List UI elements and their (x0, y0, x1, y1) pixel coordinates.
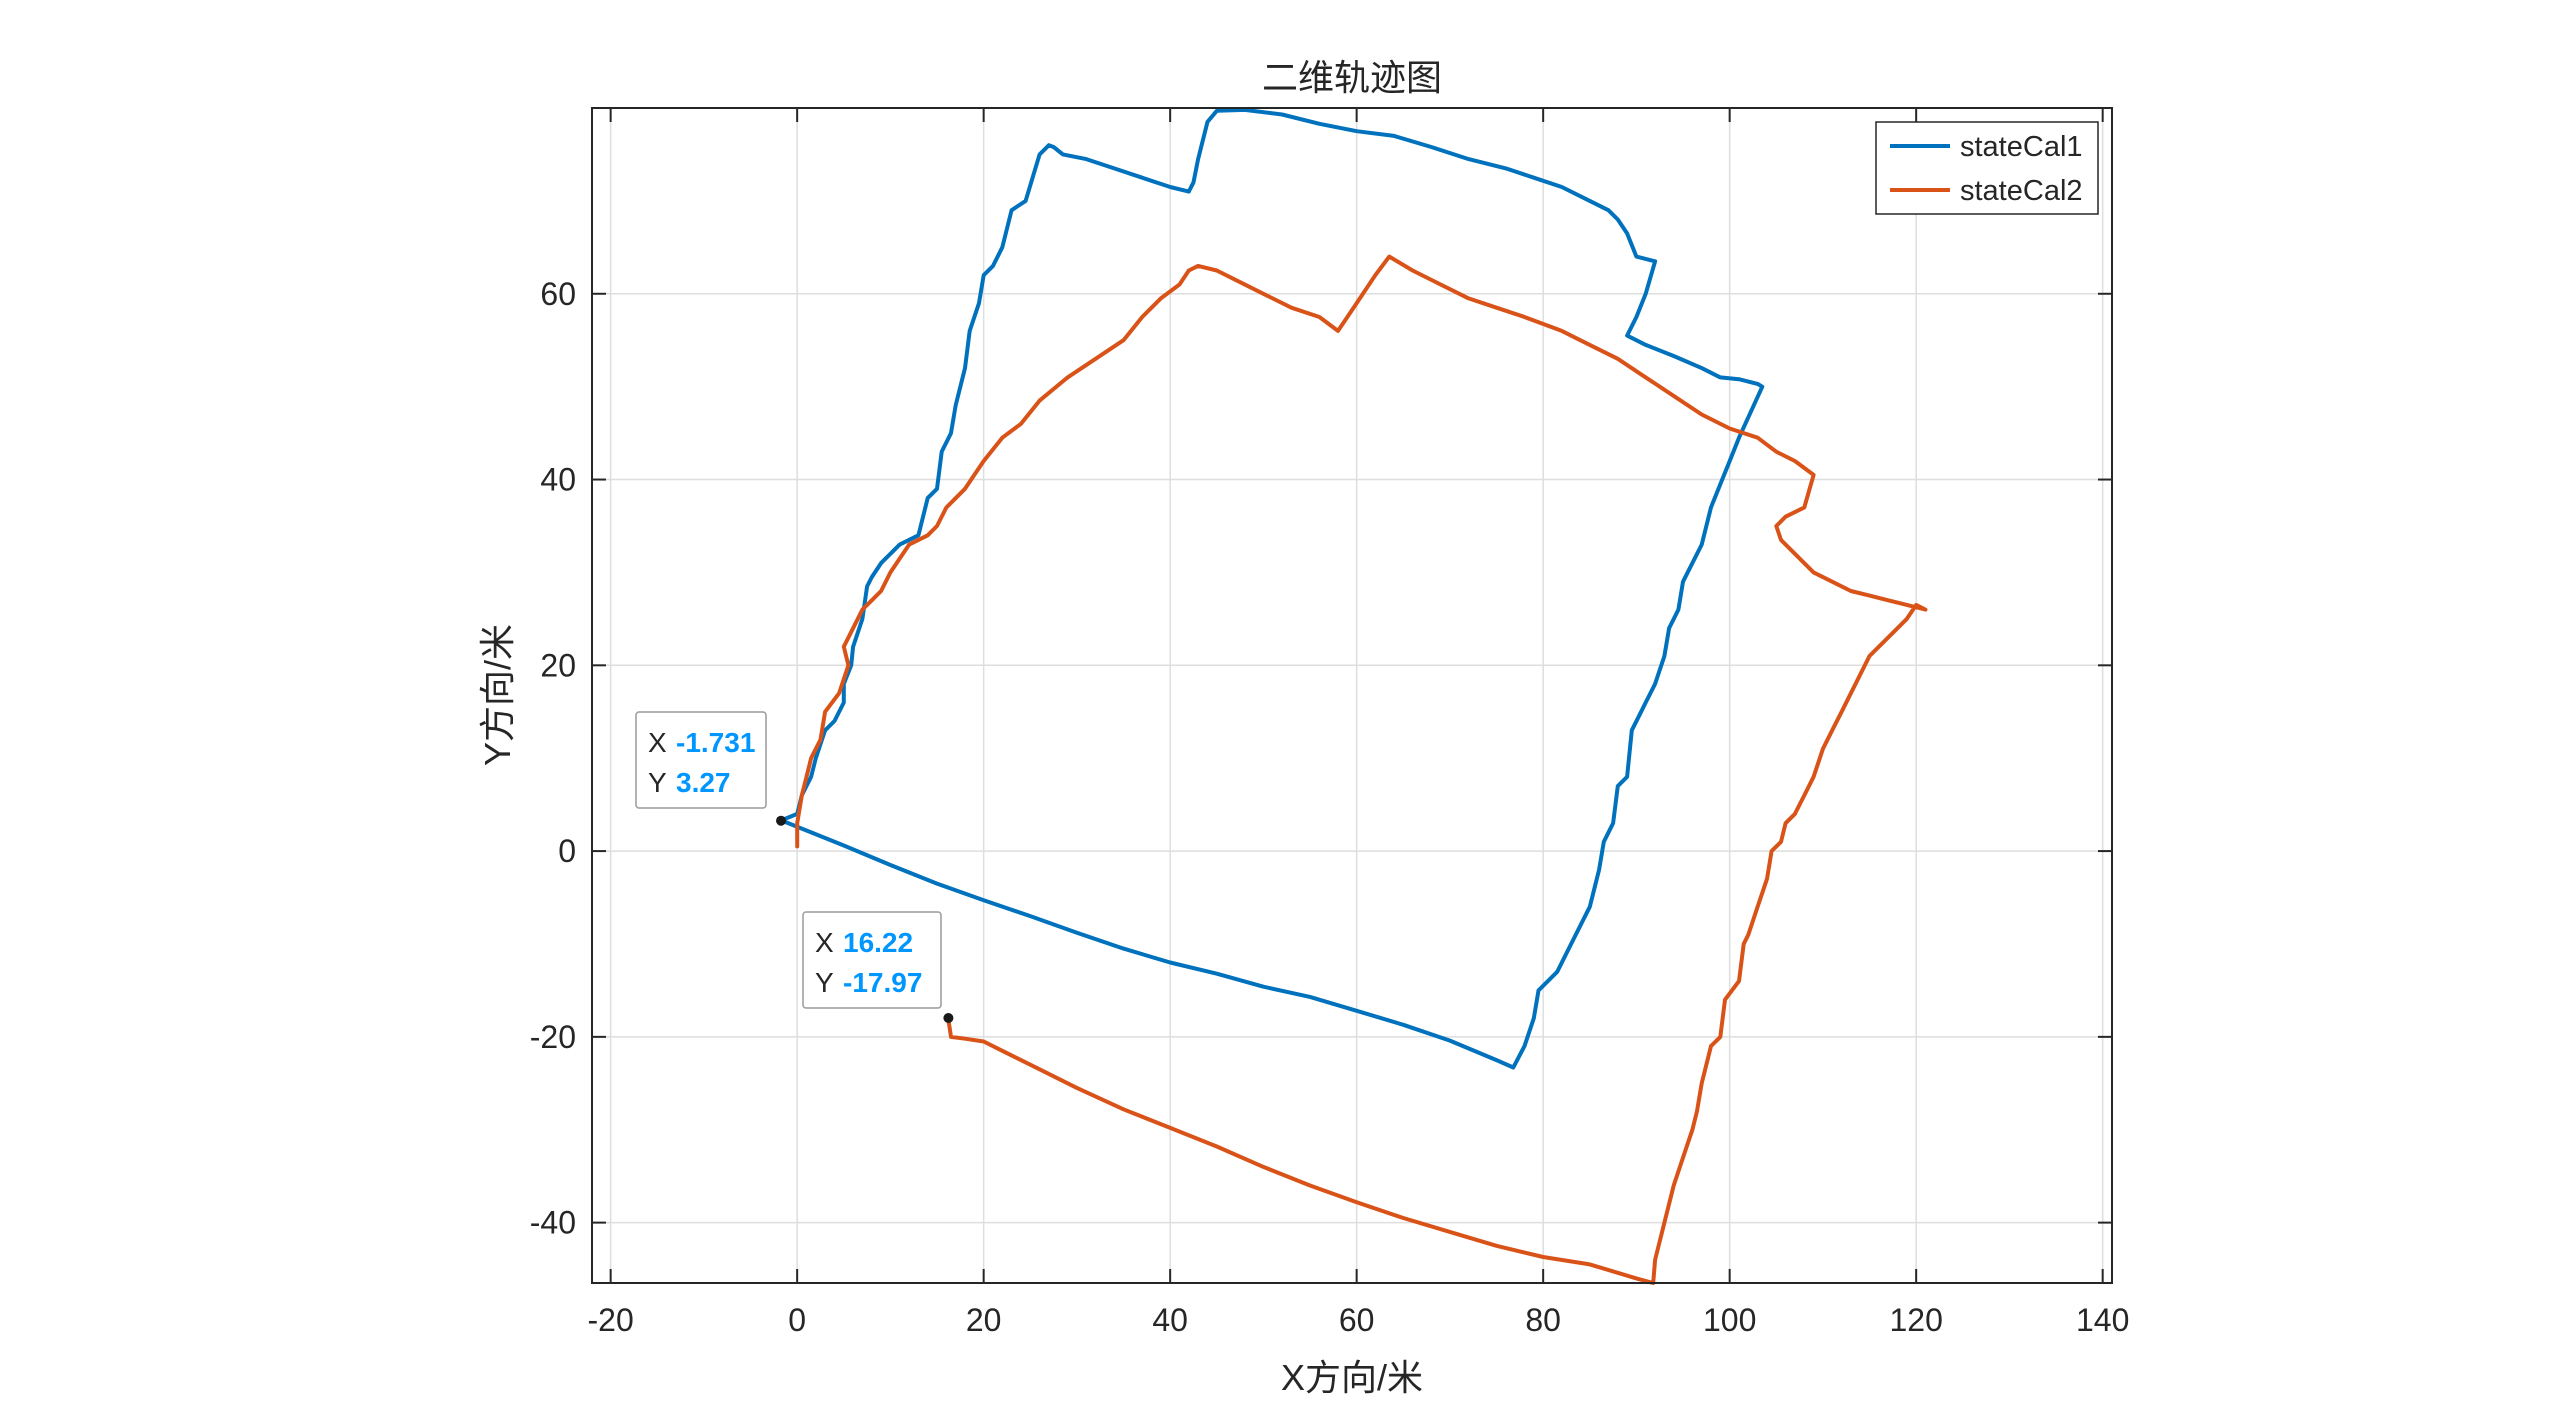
datatip-marker-2[interactable] (943, 1012, 954, 1023)
x-tick-labels: -20 0 20 40 60 80 100 120 140 (588, 1302, 2130, 1338)
x-tick-label: 100 (1703, 1302, 1756, 1338)
datatip-2-y-value: -17.97 (843, 967, 922, 998)
y-tick-label: 40 (540, 462, 576, 498)
y-tick-labels: -40 -20 0 20 40 60 (530, 276, 576, 1241)
y-tick-label: 20 (540, 647, 576, 683)
datatips: X -1.731 Y 3.27 X 16.22 Y -17.97 (635, 711, 954, 1023)
axes-box (591, 107, 2113, 1284)
datatip-1-x-label: X (648, 727, 667, 758)
datatip-1-y-value: 3.27 (676, 767, 731, 798)
x-tick-label: 140 (2076, 1302, 2129, 1338)
grid (592, 108, 2112, 1283)
y-tick-label: -20 (530, 1019, 576, 1055)
series-line-statecal1 (779, 107, 1765, 1070)
datatip-1-x-value: -1.731 (676, 727, 755, 758)
x-tick-label: -20 (588, 1302, 634, 1338)
x-tick-label: 80 (1525, 1302, 1561, 1338)
plot-area (592, 108, 2112, 1283)
y-axis-label: Y方向/米 (477, 624, 518, 766)
x-tick-label: 0 (788, 1302, 806, 1338)
legend-label-statecal1: stateCal1 (1960, 131, 2083, 163)
y-tick-label: -40 (530, 1205, 576, 1241)
datatip-box-1 (635, 711, 767, 809)
x-tick-label: 40 (1152, 1302, 1188, 1338)
datatip-2-x-label: X (815, 927, 834, 958)
y-tick-label: 0 (558, 833, 576, 869)
chart-title: 二维轨迹图 (1262, 57, 1442, 98)
series-line-statecal2 (795, 254, 1928, 1285)
x-axis-label: X方向/米 (1281, 1357, 1423, 1398)
legend-label-statecal2: stateCal2 (1960, 175, 2083, 207)
datatip-box-2 (802, 911, 942, 1009)
y-tick-label: 60 (540, 276, 576, 312)
x-tick-label: 60 (1339, 1302, 1375, 1338)
series-layer (779, 107, 1928, 1285)
datatip-1-y-label: Y (648, 767, 667, 798)
ticks (592, 108, 2112, 1283)
datatip-marker-1[interactable] (776, 815, 787, 826)
legend: stateCal1 stateCal2 (1875, 121, 2099, 215)
legend-box (1875, 121, 2099, 215)
datatip-2-y-label: Y (815, 967, 834, 998)
x-tick-label: 120 (1889, 1302, 1942, 1338)
x-tick-label: 20 (966, 1302, 1002, 1338)
datatip-2-x-value: 16.22 (843, 927, 913, 958)
